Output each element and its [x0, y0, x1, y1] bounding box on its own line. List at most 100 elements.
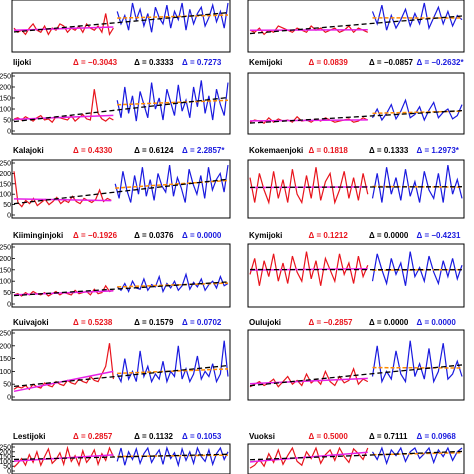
trend-full	[249, 450, 463, 461]
panel-kokemaenjoki: Kokemaenjoki Δ = 0.1818 Δ = 0.1333 Δ = 1.29…	[247, 146, 465, 219]
y-tick-label: 50	[3, 202, 11, 209]
trend-period1	[13, 198, 112, 202]
river-name: Kuivajoki	[13, 318, 49, 327]
delta-full: Δ = 0.1579	[134, 318, 174, 327]
delta-full: Δ = −0.0857	[369, 58, 414, 67]
trend-period1	[249, 119, 368, 122]
panel-oulujoki: Oulujoki Δ = −0.2857 Δ = 0.0000 Δ = 0.0000	[247, 318, 465, 401]
series-period2-line	[371, 98, 463, 122]
delta-full: Δ = 0.0000	[369, 231, 409, 240]
trend-period1	[13, 114, 114, 121]
y-tick-label: 100	[0, 192, 11, 199]
river-name: Oulujoki	[249, 318, 281, 327]
trend-full	[13, 364, 229, 388]
river-name: Kiiminginjoki	[13, 231, 63, 240]
y-tick-label: 50	[3, 382, 11, 389]
delta-period1: Δ = −0.3043	[73, 58, 118, 67]
delta-period1: Δ = 0.4330	[73, 146, 113, 155]
y-tick-label: 0	[7, 129, 11, 136]
panel-frame	[247, 329, 465, 401]
panel-vuoksi: Vuoksi Δ = 0.5000 Δ = 0.7111 Δ = 0.0968	[247, 432, 465, 474]
delta-period1: Δ = −0.2857	[308, 318, 353, 327]
delta-period1: Δ = 0.5000	[308, 432, 348, 441]
panel-frame	[247, 0, 465, 53]
y-tick-label: 200	[0, 171, 11, 178]
delta-period1: Δ = 0.1212	[308, 231, 348, 240]
trend-full	[13, 281, 229, 297]
y-tick-label: 100	[0, 107, 11, 114]
trend-period2	[117, 14, 229, 19]
river-name: Vuoksi	[249, 432, 275, 441]
delta-period2: Δ = 1.2973*	[416, 146, 459, 155]
y-tick-label: 50	[3, 464, 11, 471]
panel-iijoki-series	[11, 0, 231, 53]
trend-full	[249, 364, 463, 387]
y-tick-label: 200	[0, 449, 11, 456]
delta-period1: Δ = 0.1818	[308, 146, 348, 155]
y-tick-label: 200	[0, 256, 11, 263]
delta-full: Δ = 0.1132	[134, 432, 173, 441]
y-tick-label: 0	[7, 213, 11, 220]
delta-period1: Δ = 0.0839	[308, 58, 348, 67]
river-name: Kalajoki	[13, 146, 44, 155]
panel-kemijoki-series	[247, 0, 465, 53]
panel-frame	[247, 243, 465, 308]
panel-kemijoki: Kemijoki Δ = 0.0839 Δ = −0.0857 Δ = −0.2632…	[247, 58, 465, 135]
y-tick-label: 50	[3, 290, 11, 297]
series-period2-line	[114, 165, 229, 203]
delta-period2: Δ = 0.0968	[416, 432, 456, 441]
delta-period2: Δ = 0.0000	[416, 318, 456, 327]
delta-full: Δ = 0.0000	[369, 318, 409, 327]
river-name: Iijoki	[13, 58, 31, 67]
trend-period2	[117, 368, 229, 375]
panel-frame	[11, 72, 231, 135]
y-tick-label: 0	[7, 469, 11, 474]
river-name: Kokemaenjoki	[249, 146, 303, 155]
river-name: Lestijoki	[13, 432, 45, 441]
delta-full: Δ = 0.7111	[369, 432, 408, 441]
y-tick-label: 200	[0, 85, 11, 92]
panel-frame	[11, 329, 231, 401]
panel-frame	[11, 0, 231, 53]
series-period1-line	[249, 446, 369, 469]
delta-period2: Δ = 0.1053	[182, 432, 222, 441]
delta-period2: Δ = −0.2632*	[416, 58, 464, 67]
trend-period2	[372, 110, 463, 115]
y-tick-label: 250	[0, 74, 11, 81]
series-period1-line	[249, 251, 369, 286]
y-tick-label: 50	[3, 118, 11, 125]
y-tick-label: 250	[0, 161, 11, 168]
delta-period1: Δ = 0.2857	[73, 432, 113, 441]
delta-period1: Δ = −0.1926	[73, 231, 118, 240]
series-period2-line	[371, 165, 463, 203]
trend-period1	[13, 26, 114, 32]
y-tick-label: 250	[0, 331, 11, 338]
trend-period1	[249, 29, 368, 32]
trend-full	[249, 15, 463, 35]
y-tick-label: 150	[0, 181, 11, 188]
y-tick-label: 150	[0, 96, 11, 103]
delta-full: Δ = 0.6124	[134, 146, 174, 155]
delta-period2: Δ = 2.2857*	[182, 146, 225, 155]
delta-period2: Δ = −0.4231	[416, 231, 461, 240]
trend-full	[249, 109, 463, 124]
delta-period2: Δ = 0.0000	[182, 231, 222, 240]
delta-period2: Δ = 0.7273	[182, 58, 222, 67]
y-tick-label: 150	[0, 356, 11, 363]
trend-full	[13, 11, 229, 33]
delta-full: Δ = 0.0376	[134, 231, 174, 240]
y-tick-label: 100	[0, 279, 11, 286]
panel-kymijoki: Kymijoki Δ = 0.1212 Δ = 0.0000 Δ = −0.4231	[247, 231, 465, 308]
trend-full	[13, 178, 229, 205]
delta-period1: Δ = 0.5238	[73, 318, 113, 327]
trend-period2	[115, 179, 229, 189]
trend-full	[13, 453, 229, 461]
y-tick-label: 100	[0, 369, 11, 376]
y-tick-label: 150	[0, 454, 11, 461]
trend-period2	[117, 99, 229, 106]
